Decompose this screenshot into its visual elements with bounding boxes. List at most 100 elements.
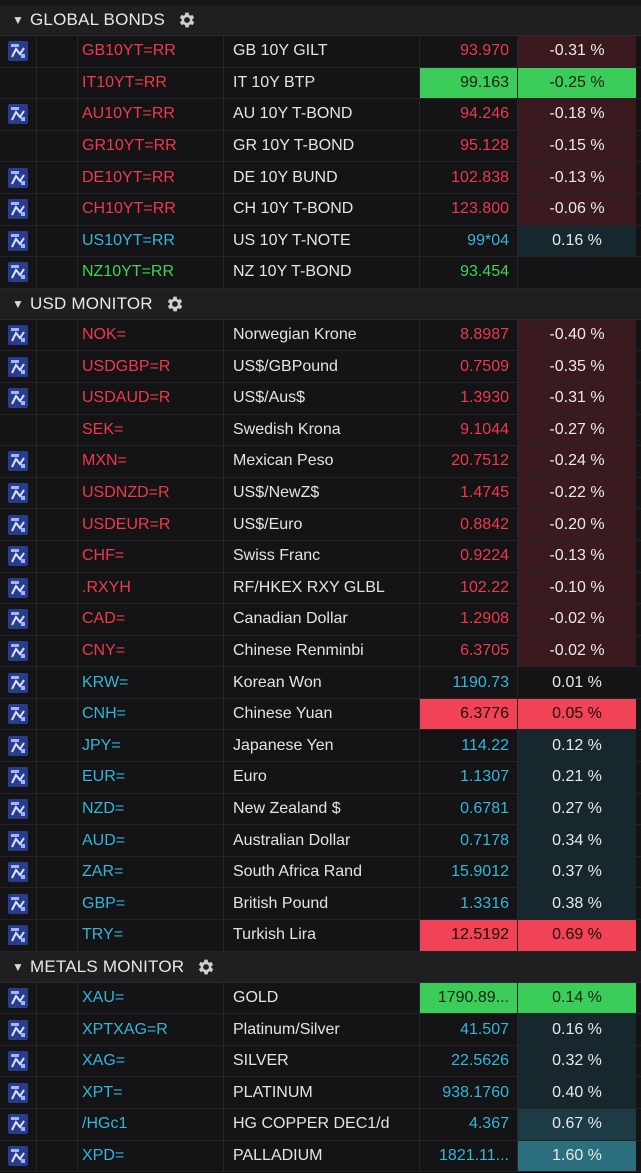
ric-code[interactable]: AUD=	[78, 825, 224, 856]
app-launch-icon-cell[interactable]	[0, 825, 37, 856]
chart-app-icon[interactable]	[7, 1019, 29, 1041]
chart-app-icon[interactable]	[7, 324, 29, 346]
chart-app-icon[interactable]	[7, 640, 29, 662]
app-launch-icon-cell[interactable]	[0, 1014, 37, 1045]
table-row[interactable]: .RXYH RF/HKEX RXY GLBL 102.22 -0.10 %	[0, 572, 641, 605]
app-launch-icon-cell[interactable]	[0, 382, 37, 414]
app-launch-icon-cell[interactable]	[0, 162, 37, 193]
table-row[interactable]: GBP= British Pound 1.3316 0.38 %	[0, 888, 641, 921]
table-row[interactable]: CAD= Canadian Dollar 1.2908 -0.02 %	[0, 604, 641, 636]
ric-code[interactable]: GBP=	[78, 888, 224, 920]
chart-app-icon[interactable]	[7, 703, 29, 725]
table-row[interactable]: DE10YT=RR DE 10Y BUND 102.838 -0.13 %	[0, 162, 641, 194]
ric-code[interactable]: JPY=	[78, 730, 224, 762]
chart-app-icon[interactable]	[7, 261, 29, 283]
ric-code[interactable]: CAD=	[78, 604, 224, 635]
chart-app-icon[interactable]	[7, 198, 29, 220]
chart-app-icon[interactable]	[7, 545, 29, 567]
chart-app-icon[interactable]	[7, 1113, 29, 1135]
ric-code[interactable]: CNH=	[78, 698, 224, 730]
ric-code[interactable]: KRW=	[78, 667, 224, 698]
app-launch-icon-cell[interactable]	[0, 1109, 37, 1140]
table-row[interactable]: ZAR= South Africa Rand 15.9012 0.37 %	[0, 856, 641, 889]
table-row[interactable]: GB10YT=RR GB 10Y GILT 93.970 -0.31 %	[0, 36, 641, 68]
ric-code[interactable]: TRY=	[78, 920, 224, 951]
gear-icon[interactable]	[196, 957, 216, 977]
chart-app-icon[interactable]	[7, 798, 29, 820]
ric-code[interactable]: XAU=	[78, 982, 224, 1014]
table-row[interactable]: AU10YT=RR AU 10Y T-BOND 94.246 -0.18 %	[0, 99, 641, 131]
table-row[interactable]: XAU= GOLD 1790.89... 0.14 %	[0, 982, 641, 1015]
table-row[interactable]: EUR= Euro 1.1307 0.21 %	[0, 762, 641, 794]
ric-code[interactable]: NZ10YT=RR	[78, 257, 224, 288]
app-launch-icon-cell[interactable]	[0, 667, 37, 698]
app-launch-icon-cell[interactable]	[0, 698, 37, 730]
table-row[interactable]: XPD= PALLADIUM 1821.11... 1.60 %	[0, 1140, 641, 1173]
app-launch-icon-cell[interactable]	[0, 257, 37, 288]
chart-app-icon[interactable]	[7, 672, 29, 694]
ric-code[interactable]: CHF=	[78, 540, 224, 572]
ric-code[interactable]: CH10YT=RR	[78, 193, 224, 225]
table-row[interactable]: CH10YT=RR CH 10Y T-BOND 123.800 -0.06 %	[0, 193, 641, 226]
chart-app-icon[interactable]	[7, 1082, 29, 1104]
chart-app-icon[interactable]	[7, 893, 29, 915]
chart-app-icon[interactable]	[7, 861, 29, 883]
ric-code[interactable]: US10YT=RR	[78, 225, 224, 257]
chart-app-icon[interactable]	[7, 40, 29, 62]
chart-app-icon[interactable]	[7, 577, 29, 599]
chart-app-icon[interactable]	[7, 103, 29, 125]
table-row[interactable]: JPY= Japanese Yen 114.22 0.12 %	[0, 730, 641, 763]
ric-code[interactable]: XAG=	[78, 1045, 224, 1077]
chart-app-icon[interactable]	[7, 514, 29, 536]
ric-code[interactable]: IT10YT=RR	[78, 67, 224, 99]
app-launch-icon-cell[interactable]	[0, 540, 37, 572]
table-row[interactable]: KRW= Korean Won 1190.73 0.01 %	[0, 667, 641, 699]
ric-code[interactable]: MXN=	[78, 446, 224, 477]
table-row[interactable]: USDGBP=R US$/GBPound 0.7509 -0.35 %	[0, 351, 641, 383]
chart-app-icon[interactable]	[7, 450, 29, 472]
table-row[interactable]: TRY= Turkish Lira 12.5192 0.69 %	[0, 920, 641, 952]
app-launch-icon-cell[interactable]	[0, 635, 37, 667]
ric-code[interactable]: XPTXAG=R	[78, 1014, 224, 1045]
app-launch-icon-cell[interactable]	[0, 509, 37, 540]
chart-app-icon[interactable]	[7, 766, 29, 788]
table-row[interactable]: XPTXAG=R Platinum/Silver 41.507 0.16 %	[0, 1014, 641, 1046]
section-header[interactable]: ▼ GLOBAL BONDS	[0, 5, 641, 36]
chart-app-icon[interactable]	[7, 356, 29, 378]
table-row[interactable]: CNH= Chinese Yuan 6.3776 0.05 %	[0, 698, 641, 731]
table-row[interactable]: AUD= Australian Dollar 0.7178 0.34 %	[0, 825, 641, 857]
table-row[interactable]: NOK= Norwegian Krone 8.8987 -0.40 %	[0, 319, 641, 352]
table-row[interactable]: USDAUD=R US$/Aus$ 1.3930 -0.31 %	[0, 382, 641, 415]
ric-code[interactable]: CNY=	[78, 635, 224, 667]
app-launch-icon-cell[interactable]	[0, 793, 37, 825]
table-row[interactable]: US10YT=RR US 10Y T-NOTE 99*04 0.16 %	[0, 225, 641, 258]
table-row[interactable]: CNY= Chinese Renminbi 6.3705 -0.02 %	[0, 635, 641, 668]
chart-app-icon[interactable]	[7, 482, 29, 504]
chart-app-icon[interactable]	[7, 735, 29, 757]
app-launch-icon-cell[interactable]	[0, 477, 37, 509]
app-launch-icon-cell[interactable]	[0, 1140, 37, 1172]
gear-icon[interactable]	[177, 10, 197, 30]
app-launch-icon-cell[interactable]	[0, 1077, 37, 1108]
app-launch-icon-cell[interactable]	[0, 319, 37, 351]
app-launch-icon-cell[interactable]	[0, 888, 37, 920]
app-launch-icon-cell[interactable]	[0, 856, 37, 888]
app-launch-icon-cell[interactable]	[0, 99, 37, 130]
chart-app-icon[interactable]	[7, 830, 29, 852]
ric-code[interactable]: USDGBP=R	[78, 351, 224, 382]
ric-code[interactable]: ZAR=	[78, 856, 224, 888]
ric-code[interactable]: USDEUR=R	[78, 509, 224, 540]
table-row[interactable]: /HGc1 HG COPPER DEC1/d 4.367 0.67 %	[0, 1109, 641, 1141]
section-header[interactable]: ▼ METALS MONITOR	[0, 951, 641, 983]
app-launch-icon-cell[interactable]	[0, 982, 37, 1014]
ric-code[interactable]: USDNZD=R	[78, 477, 224, 509]
gear-icon[interactable]	[165, 294, 185, 314]
app-launch-icon-cell[interactable]	[0, 225, 37, 257]
table-row[interactable]: GR10YT=RR GR 10Y T-BOND 95.128 -0.15 %	[0, 130, 641, 163]
ric-code[interactable]: .RXYH	[78, 572, 224, 604]
table-row[interactable]: SEK= Swedish Krona 9.1044 -0.27 %	[0, 414, 641, 447]
table-row[interactable]: USDNZD=R US$/NewZ$ 1.4745 -0.22 %	[0, 477, 641, 510]
collapse-caret-icon[interactable]: ▼	[12, 296, 24, 311]
table-row[interactable]: NZD= New Zealand $0.6781 0.27 %	[0, 793, 641, 826]
table-row[interactable]: NZ10YT=RR NZ 10Y T-BOND 93.454	[0, 257, 641, 289]
